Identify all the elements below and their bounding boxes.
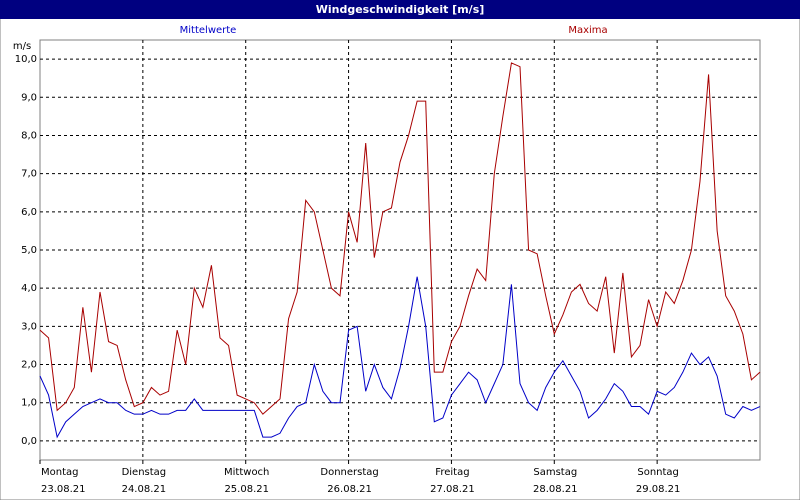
y-tick-label: 10,0	[15, 54, 37, 65]
x-tick-label: Sonntag	[637, 467, 679, 478]
data-line	[39, 62, 761, 415]
legend-label: Mittelwerte	[180, 25, 237, 36]
x-tick-sublabel: 25.08.21	[224, 484, 269, 495]
y-tick-label: 7,0	[21, 169, 37, 180]
legend-label: Maxima	[568, 25, 607, 36]
x-tick-sublabel: 29.08.21	[636, 484, 681, 495]
x-tick-label: Dienstag	[122, 467, 167, 478]
y-tick-label: 9,0	[21, 92, 37, 103]
x-tick-sublabel: 24.08.21	[122, 484, 167, 495]
x-tick-label: Mittwoch	[224, 467, 269, 478]
x-tick-sublabel: 27.08.21	[430, 484, 475, 495]
y-tick-label: 8,0	[21, 130, 37, 141]
x-tick-label: Samstag	[533, 467, 577, 478]
y-tick-label: 4,0	[21, 283, 37, 294]
y-tick-label: 2,0	[21, 360, 37, 371]
y-tick-label: 1,0	[21, 398, 37, 409]
x-tick-label: Montag	[41, 467, 78, 478]
x-tick-label: Freitag	[435, 467, 469, 478]
x-tick-label: Donnerstag	[320, 467, 378, 478]
y-tick-label: 5,0	[21, 245, 37, 256]
x-tick-sublabel: 28.08.21	[533, 484, 578, 495]
chart-title: Windgeschwindigkeit [m/s]	[316, 3, 485, 16]
y-tick-label: 6,0	[21, 207, 37, 218]
y-axis-label: m/s	[13, 41, 31, 52]
y-tick-label: 0,0	[21, 436, 37, 447]
data-line	[39, 276, 761, 439]
x-tick-sublabel: 23.08.21	[41, 484, 86, 495]
y-tick-label: 3,0	[21, 321, 37, 332]
title-bar	[0, 0, 800, 19]
x-tick-sublabel: 26.08.21	[327, 484, 372, 495]
